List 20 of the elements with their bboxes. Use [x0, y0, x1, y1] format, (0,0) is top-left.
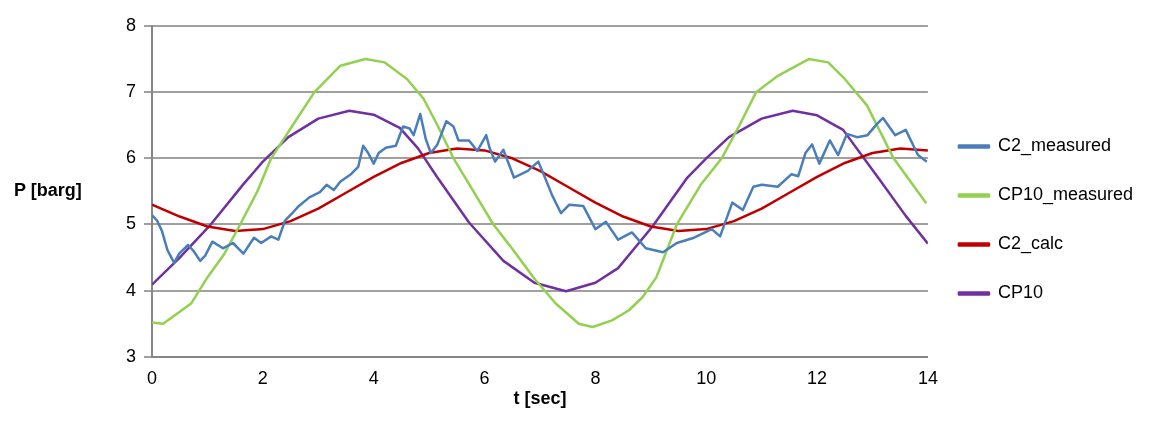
legend-label: C2_calc [997, 233, 1063, 255]
y-tick-label: 3 [126, 345, 137, 366]
x-tick-label: 0 [147, 367, 158, 388]
x-tick-label: 10 [696, 367, 717, 388]
y-tick-label: 6 [126, 147, 137, 168]
x-tick-label: 2 [257, 367, 268, 388]
legend-label: CP10_measured [997, 184, 1134, 206]
y-axis-title: P [barg] [14, 180, 82, 201]
x-tick-label: 8 [590, 367, 601, 388]
y-tick-label: 8 [126, 14, 137, 35]
x-tick-label: 6 [479, 367, 490, 388]
legend-label: C2_measured [997, 135, 1111, 157]
x-tick-label: 12 [807, 367, 828, 388]
x-axis-title: t [sec] [513, 388, 567, 409]
y-tick-label: 7 [126, 81, 137, 102]
x-tick-label: 14 [917, 367, 938, 388]
y-tick-label: 4 [126, 279, 137, 300]
y-tick-label: 5 [126, 213, 137, 234]
legend-label: CP10 [997, 282, 1043, 303]
x-tick-label: 4 [368, 367, 379, 388]
